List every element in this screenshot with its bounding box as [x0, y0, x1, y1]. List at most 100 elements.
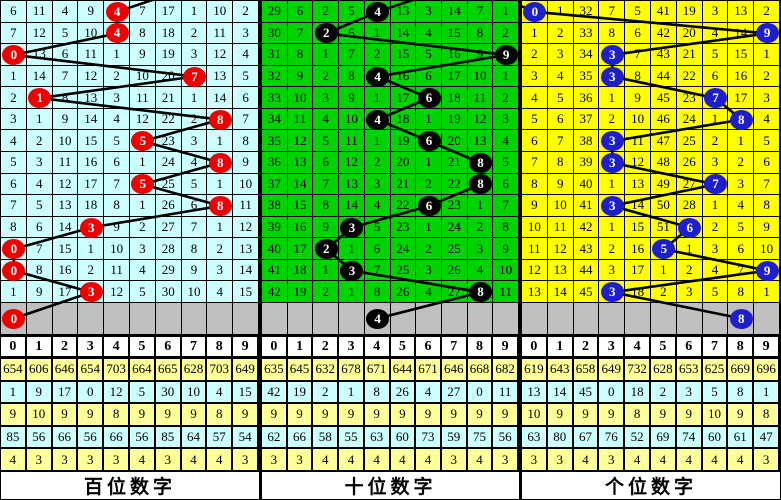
miss-count-cell: 7 — [547, 130, 574, 152]
miss-count-cell: 37 — [262, 173, 288, 196]
digit-header-cell: 8 — [468, 337, 494, 356]
miss-count-cell: 2 — [313, 1, 340, 23]
miss-count-cell: 5 — [547, 87, 574, 109]
miss-count-cell: 6 — [313, 151, 340, 174]
miss-count-cell: 7 — [26, 238, 53, 260]
miss-count-cell: 5 — [129, 281, 156, 303]
miss-count-cell: 7 — [625, 44, 651, 66]
miss-count-cell: 2 — [104, 65, 130, 88]
miss-count-cell: 3 — [181, 130, 208, 152]
digit-header-cell: 1 — [548, 337, 574, 356]
stat-cell: 26 — [390, 381, 417, 405]
miss-count-cell: 3 — [522, 65, 548, 88]
miss-count-cell: 1 — [313, 44, 340, 66]
stat-cell: 9 — [493, 404, 519, 427]
miss-count-cell: 10 — [522, 216, 548, 239]
miss-count-cell: 2 — [599, 108, 626, 131]
drawn-digit-ball: 8 — [468, 174, 492, 195]
miss-count-cell: 1 — [364, 130, 391, 152]
miss-count-cell: 7 — [313, 173, 340, 196]
miss-count-cell: 11 — [129, 87, 156, 109]
stat-cell: 4 — [728, 449, 755, 472]
miss-count-cell: 8 — [181, 238, 208, 260]
pending-cell — [339, 303, 365, 334]
miss-count-cell: 43 — [573, 238, 600, 260]
miss-count-cell: 13 — [390, 1, 417, 23]
miss-count-cell: 18 — [155, 22, 182, 45]
digit-header-cell: 5 — [391, 337, 417, 356]
pending-cell — [207, 303, 234, 334]
miss-count-cell: 20 — [390, 151, 417, 174]
panel-divider — [259, 1, 262, 499]
miss-count-cell: 2 — [493, 22, 519, 45]
miss-count-cell: 10 — [207, 1, 234, 23]
drawn-digit-ball: 3 — [600, 195, 624, 216]
drawn-digit-ball: 9 — [494, 44, 518, 65]
stat-cell: 4 — [339, 449, 365, 472]
miss-count-cell: 7 — [467, 1, 494, 23]
panel-title: 个位数字 — [522, 472, 780, 499]
miss-count-cell: 15 — [287, 195, 314, 217]
miss-count-cell: 2 — [181, 108, 208, 131]
miss-count-cell: 2 — [207, 238, 234, 260]
stats-grid: 654 606 646 654 703 664 665 628 703 649 1 9 17 0 12 5 30… — [1, 359, 259, 472]
miss-count-cell: 1 — [1, 281, 27, 303]
stat-cell: 60 — [390, 426, 417, 450]
drawn-digit-ball: 3 — [600, 131, 624, 152]
miss-count-cell: 9 — [467, 44, 494, 66]
miss-count-cell: 38 — [262, 195, 288, 217]
miss-count-cell: 14 — [52, 216, 79, 239]
miss-count-cell: 34 — [573, 44, 600, 66]
stat-cell: 635 — [262, 359, 288, 382]
drawn-digit-ball: 7 — [704, 88, 727, 109]
miss-count-cell: 19 — [441, 108, 468, 131]
miss-count-cell: 1 — [754, 281, 780, 303]
stat-cell: 8 — [754, 404, 780, 427]
miss-count-cell: 13 — [78, 87, 105, 109]
digit-header-cell: 2 — [53, 337, 79, 356]
miss-count-cell: 3 — [129, 238, 156, 260]
miss-count-cell: 2 — [467, 216, 494, 239]
drawn-digit-ball: 6 — [417, 195, 441, 216]
miss-count-cell: 19 — [155, 44, 182, 66]
miss-count-cell: 44 — [650, 65, 677, 88]
miss-count-cell: 2 — [78, 259, 105, 282]
miss-count-cell: 8 — [129, 22, 156, 45]
miss-count-cell: 15 — [441, 22, 468, 45]
miss-count-cell: 18 — [78, 195, 105, 217]
miss-count-cell: 1 — [339, 238, 365, 260]
miss-count-cell: 7 — [129, 1, 156, 23]
stat-cell: 10 — [181, 381, 208, 405]
drawn-digit-ball: 4 — [105, 1, 129, 22]
stat-cell: 4 — [573, 449, 600, 472]
miss-count-cell: 10 — [339, 108, 365, 131]
miss-count-cell: 4 — [467, 259, 494, 282]
stat-cell: 9 — [599, 404, 626, 427]
stat-cell: 45 — [573, 381, 600, 405]
digit-header-cell: 4 — [104, 337, 130, 356]
miss-count-cell: 3 — [493, 108, 519, 131]
stat-cell: 0 — [467, 381, 494, 405]
stat-cell: 8 — [207, 404, 234, 427]
miss-count-cell: 39 — [573, 151, 600, 174]
stat-cell: 682 — [493, 359, 519, 382]
digit-header-cell: 5 — [651, 337, 677, 356]
miss-count-cell: 9 — [233, 151, 259, 174]
miss-count-cell: 11 — [339, 130, 365, 152]
miss-count-cell: 1 — [467, 195, 494, 217]
stat-cell: 0 — [599, 381, 626, 405]
drawn-digit-ball: 5 — [131, 131, 155, 152]
miss-count-cell: 22 — [390, 195, 417, 217]
drawn-digit-ball: 6 — [417, 88, 441, 109]
miss-count-cell: 41 — [262, 259, 288, 282]
miss-count-cell: 24 — [155, 151, 182, 174]
miss-count-cell: 5 — [702, 281, 729, 303]
stat-cell: 8 — [104, 404, 130, 427]
miss-count-cell: 8 — [599, 22, 626, 45]
stat-cell: 9 — [416, 404, 442, 427]
pending-cell — [651, 303, 677, 334]
stat-cell: 4 — [650, 449, 677, 472]
stat-cell: 69 — [650, 426, 677, 450]
stat-cell: 66 — [52, 426, 79, 450]
stat-cell: 4 — [416, 381, 442, 405]
